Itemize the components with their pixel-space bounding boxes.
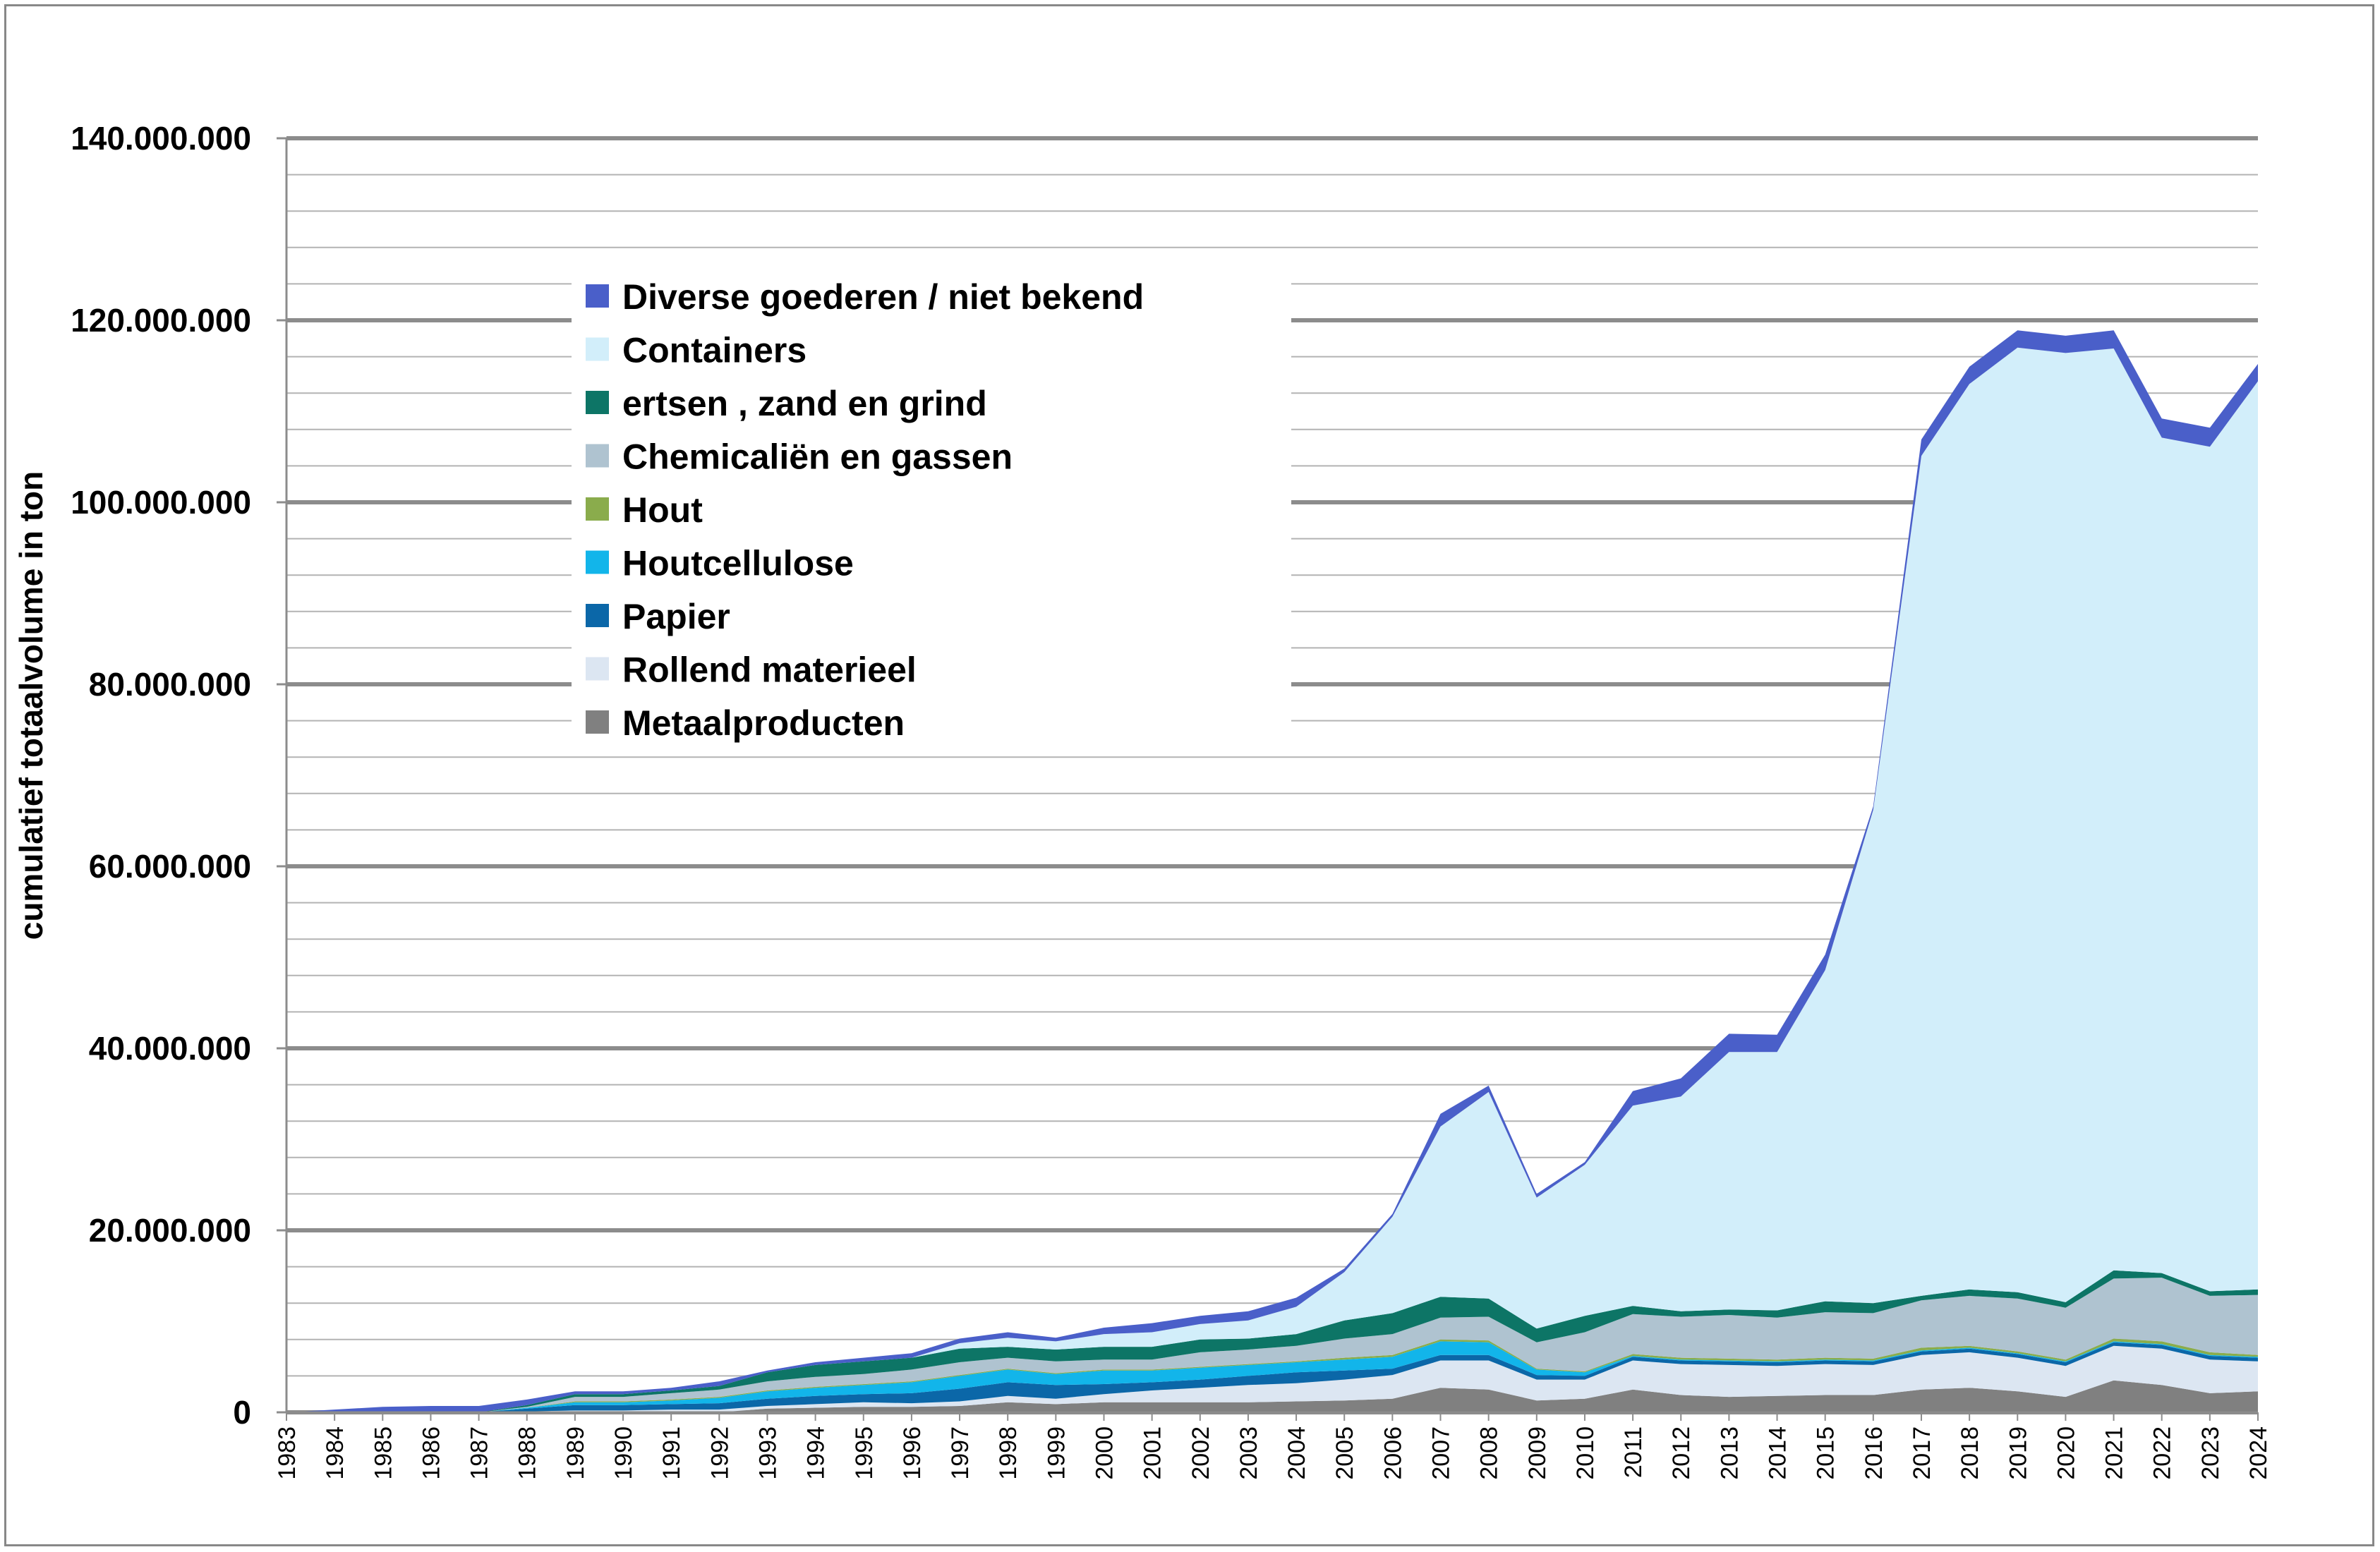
area-series — [286, 330, 2258, 1413]
legend-label: Rollend materieel — [622, 650, 917, 690]
x-tick-label: 1983 — [274, 1426, 301, 1480]
x-tick-label: 2021 — [2101, 1426, 2128, 1480]
x-tick-label: 2014 — [1765, 1426, 1792, 1480]
area-metaalproducten — [286, 1380, 2258, 1412]
legend-swatch — [586, 444, 609, 468]
legend-swatch — [586, 284, 609, 308]
legend-label: Metaalproducten — [622, 703, 905, 743]
legend: Diverse goederen / niet bekend Containers… — [572, 267, 1291, 753]
y-tick-label: 120.000.000 — [71, 302, 251, 339]
legend-swatch — [586, 604, 609, 627]
area-houtcellulose — [286, 1341, 2258, 1412]
x-tick-label: 1993 — [754, 1426, 781, 1480]
legend-swatch — [586, 710, 609, 734]
x-tick-label: 1990 — [610, 1426, 637, 1480]
x-tick-label: 2003 — [1236, 1426, 1262, 1480]
x-tick-label: 2011 — [1620, 1426, 1647, 1478]
x-tick-label: 1991 — [658, 1426, 685, 1480]
y-tick-label: 140.000.000 — [71, 120, 251, 157]
y-tick-label: 80.000.000 — [89, 666, 251, 703]
area-containers — [286, 347, 2258, 1413]
legend-background — [572, 267, 1291, 753]
x-tick-label: 2016 — [1861, 1426, 1887, 1480]
legend-swatch — [586, 337, 609, 361]
x-tick-label: 1999 — [1043, 1426, 1070, 1480]
x-tick-label: 2020 — [2053, 1426, 2079, 1480]
x-tick-label: 1984 — [322, 1426, 349, 1480]
x-tick-label: 1997 — [947, 1426, 974, 1480]
legend-swatch — [586, 657, 609, 681]
x-tick-label: 1987 — [466, 1426, 493, 1480]
y-axis-ticks: 0 20.000.000 40.000.000 60.000.000 80.000.00… — [71, 120, 286, 1431]
legend-label: Papier — [622, 597, 730, 636]
x-tick-label: 1988 — [514, 1426, 541, 1480]
x-tick-label: 2002 — [1188, 1426, 1214, 1480]
x-axis-ticks: 1983 1984 1985 1986 1987 1988 1989 1990 1991 1992… — [274, 1412, 2272, 1480]
x-tick-label: 2015 — [1813, 1426, 1840, 1480]
x-tick-label: 2010 — [1572, 1426, 1599, 1480]
y-tick-label: 0 — [233, 1394, 251, 1431]
x-tick-label: 2022 — [2149, 1426, 2176, 1480]
area-papier — [286, 1342, 2258, 1412]
legend-label: Chemicaliën en gassen — [622, 437, 1013, 477]
x-tick-label: 1996 — [899, 1426, 926, 1480]
x-tick-label: 2000 — [1091, 1426, 1118, 1480]
x-tick-label: 2006 — [1379, 1426, 1406, 1480]
x-tick-label: 2009 — [1524, 1426, 1551, 1480]
x-tick-label: 1998 — [995, 1426, 1022, 1480]
x-tick-label: 2001 — [1140, 1426, 1166, 1480]
x-tick-label: 1995 — [851, 1426, 878, 1480]
legend-swatch — [586, 550, 609, 574]
y-tick-label: 100.000.000 — [71, 484, 251, 521]
area-chemicali-n-en-gassen — [286, 1278, 2258, 1412]
x-tick-label: 2024 — [2245, 1426, 2272, 1480]
x-tick-label: 2005 — [1331, 1426, 1358, 1480]
x-tick-label: 2019 — [2005, 1426, 2031, 1480]
y-tick-label: 20.000.000 — [89, 1212, 251, 1249]
legend-label: Diverse goederen / niet bekend — [622, 277, 1144, 317]
legend-swatch — [586, 391, 609, 414]
area-ertsen-zand-en-grind — [286, 1270, 2258, 1412]
x-tick-label: 2023 — [2197, 1426, 2224, 1480]
x-tick-label: 2008 — [1476, 1426, 1503, 1480]
x-tick-label: 1992 — [706, 1426, 733, 1480]
x-tick-label: 2012 — [1668, 1426, 1695, 1480]
legend-label: Hout — [622, 490, 703, 530]
x-tick-label: 2007 — [1428, 1426, 1455, 1480]
y-tick-label: 40.000.000 — [89, 1030, 251, 1067]
x-tick-label: 2013 — [1716, 1426, 1743, 1480]
x-tick-label: 1989 — [562, 1426, 589, 1480]
x-tick-label: 1994 — [803, 1426, 830, 1480]
x-tick-label: 2017 — [1909, 1426, 1935, 1480]
x-tick-label: 1986 — [418, 1426, 445, 1480]
area-rollend-materieel — [286, 1345, 2258, 1412]
legend-label: Houtcellulose — [622, 544, 854, 583]
legend-swatch — [586, 497, 609, 521]
y-tick-label: 60.000.000 — [89, 848, 251, 885]
y-axis-label: cumulatief totaalvolume in ton — [13, 471, 49, 940]
legend-label: ertsen , zand en grind — [622, 384, 987, 423]
legend-label: Containers — [622, 331, 807, 370]
x-tick-label: 2004 — [1283, 1426, 1310, 1480]
x-tick-label: 1985 — [370, 1426, 397, 1480]
x-tick-label: 2018 — [1957, 1426, 1983, 1480]
